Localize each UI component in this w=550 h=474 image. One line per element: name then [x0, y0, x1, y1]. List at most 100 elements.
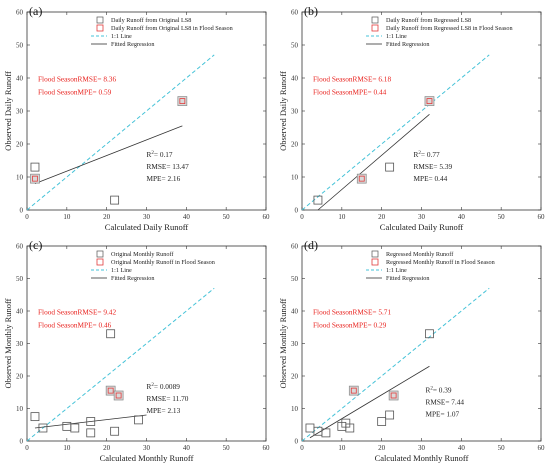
legend-marker-flood [96, 24, 104, 32]
y-tick-label: 10 [291, 405, 299, 413]
one-to-one-line [301, 287, 490, 442]
y-tick-label: 20 [16, 141, 24, 149]
legend-label: Fitted Regression [386, 275, 429, 282]
panel-letter: (c) [29, 238, 42, 252]
y-tick-label: 60 [291, 9, 299, 17]
y-tick-label: 40 [291, 75, 299, 83]
y-tick-label: 50 [291, 275, 299, 283]
flood-data-point-outer [30, 173, 40, 184]
x-tick-label: 0 [300, 444, 304, 452]
flood-season-stat: Flood SeasonRMSE= 6.18 [313, 74, 391, 83]
y-tick-label: 10 [16, 405, 24, 413]
regression-stat: R2= 0.39 [425, 385, 451, 394]
plot-frame [26, 245, 267, 442]
flood-season-stat: Flood SeasonRMSE= 5.71 [313, 307, 391, 316]
fitted-regression-line [317, 113, 430, 211]
data-point [385, 162, 395, 172]
panel-b: 0 10 20 30 40 50 60 0 10 20 30 40 50 60 Calculated Dai… [278, 4, 545, 232]
data-point [345, 423, 355, 433]
flood-data-point-outer [356, 173, 367, 184]
x-tick-label: 60 [263, 444, 271, 452]
legend-label: Regressed Monthly Runoff in Flood Season [386, 259, 495, 266]
data-point [425, 329, 434, 339]
legend-label: Original Monthly Runoff [111, 251, 174, 258]
y-tick-label: 50 [291, 42, 299, 50]
flood-season-stat: Flood SeasonRMSE= 8.36 [38, 74, 116, 83]
panel-d: 0 10 20 30 40 50 60 0 10 20 30 40 50 60 Calculated Mon… [278, 238, 545, 463]
fitted-regression-line [309, 365, 430, 439]
regression-stat: MPE= 2.16 [147, 174, 181, 183]
regression-stat: MPE= 2.13 [147, 406, 181, 415]
panel-letter: (a) [29, 4, 42, 18]
x-tick-label: 40 [183, 444, 191, 452]
x-tick-label: 40 [183, 213, 191, 221]
y-tick-label: 30 [291, 340, 299, 348]
flood-data-point [390, 392, 397, 399]
x-tick-label: 50 [223, 213, 231, 221]
y-tick-label: 40 [16, 308, 24, 316]
y-tick-label: 30 [291, 108, 299, 116]
y-tick-label: 30 [16, 108, 24, 116]
data-point [106, 329, 116, 339]
data-point [110, 195, 120, 205]
y-tick-label: 50 [16, 275, 24, 283]
flood-data-point [350, 387, 357, 394]
y-tick-label: 20 [291, 373, 299, 381]
legend-label: Original Monthly Runoff in Flood Season [111, 259, 215, 266]
data-point [30, 162, 40, 172]
x-tick-label: 0 [300, 213, 304, 221]
y-tick-label: 10 [291, 174, 299, 182]
regression-stat: R2= 0.0089 [147, 382, 181, 391]
flood-data-point-outer [424, 96, 435, 106]
flood-data-point-outer [177, 96, 188, 106]
legend-label: Fitted Regression [111, 275, 154, 282]
y-tick-label: 10 [16, 174, 24, 182]
flood-data-point [115, 392, 122, 399]
panel-letter: (d) [304, 238, 318, 252]
x-tick-label: 60 [538, 444, 546, 452]
x-tick-label: 40 [458, 444, 466, 452]
data-point [70, 423, 80, 433]
flood-data-point [358, 175, 365, 182]
legend-label: Fitted Regression [386, 41, 429, 48]
flood-data-point-outer [348, 385, 359, 396]
regression-stat: R2= 0.17 [147, 150, 173, 159]
panel-letter: (b) [304, 4, 318, 18]
flood-data-point [179, 98, 186, 104]
flood-season-stat: Flood SeasonMPE= 0.46 [38, 320, 112, 329]
one-to-one-line [26, 287, 215, 442]
plot-frame [26, 11, 267, 211]
regression-stat: MPE= 0.44 [414, 174, 448, 183]
legend-marker-black [371, 16, 379, 24]
x-tick-label: 20 [103, 444, 111, 452]
legend-label: Fitted Regression [111, 41, 154, 48]
x-tick-label: 50 [498, 213, 506, 221]
y-tick-label: 30 [16, 340, 24, 348]
y-tick-label: 40 [291, 308, 299, 316]
fitted-regression-line [34, 125, 183, 184]
flood-data-point-outer [105, 385, 116, 396]
regression-stat: RMSE= 13.47 [147, 162, 190, 171]
y-tick-label: 0 [20, 207, 24, 215]
y-axis-label: Observed Monthly Runoff [3, 298, 13, 388]
data-point [110, 426, 120, 436]
data-point [30, 412, 40, 422]
x-tick-label: 10 [63, 213, 71, 221]
y-axis-label: Observed Monthly Runoff [278, 298, 288, 388]
plot-frame [301, 245, 542, 442]
y-tick-label: 60 [291, 243, 299, 251]
y-axis-label: Observed Daily Runoff [278, 71, 288, 151]
legend-marker-black [371, 250, 379, 258]
legend-label: 1:1 Line [111, 267, 132, 274]
flood-season-stat: Flood SeasonMPE= 0.44 [313, 87, 387, 96]
data-point [313, 195, 323, 205]
x-tick-label: 60 [263, 213, 271, 221]
flood-data-point [32, 175, 38, 182]
regression-stat: RMSE= 11.70 [147, 394, 189, 403]
legend-label: 1:1 Line [386, 33, 407, 40]
flood-season-stat: Flood SeasonRMSE= 9.42 [38, 307, 116, 316]
